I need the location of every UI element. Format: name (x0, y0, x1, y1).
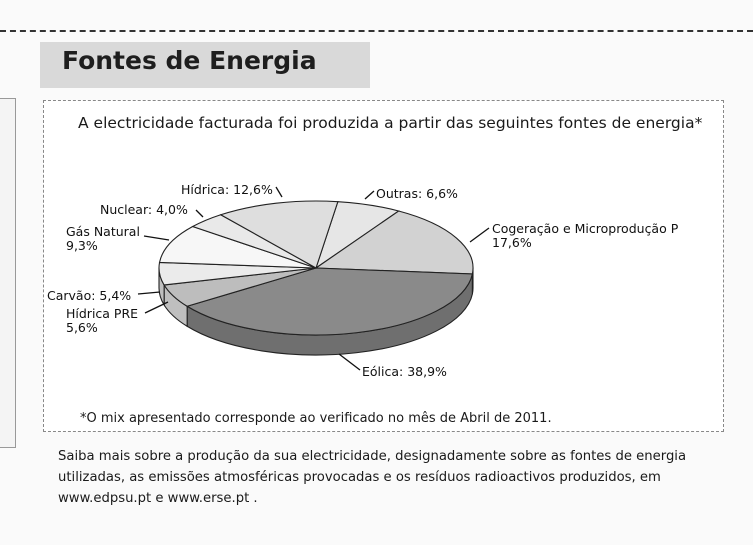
slice-label: Carvão: 5,4% (47, 288, 131, 303)
leader-line (143, 235, 170, 241)
dashed-top-divider (0, 30, 753, 32)
leader-line (338, 353, 361, 371)
chart-title: A electricidade facturada foi produzida … (78, 114, 703, 132)
slice-label: Eólica: 38,9% (362, 364, 447, 379)
leader-line (137, 291, 161, 295)
pie-slice (185, 267, 474, 336)
leader-line (364, 190, 375, 200)
pie-slice (219, 200, 339, 269)
slice-label: Hídrica: 12,6% (181, 182, 273, 197)
info-line: utilizadas, as emissões atmosféricas pro… (58, 470, 661, 485)
info-line: Saiba mais sobre a produção da sua elect… (58, 449, 687, 464)
slice-label: Gás Natural 9,3% (66, 224, 140, 253)
section-title: Fontes de Energia (62, 46, 317, 75)
slice-label: Cogeração e Microprodução P 17,6% (492, 221, 679, 250)
slice-label: Outras: 6,6% (376, 186, 458, 201)
section-header-band (40, 42, 370, 88)
slice-label: Nuclear: 4,0% (100, 202, 188, 217)
leader-line (144, 301, 169, 314)
info-paragraph: Saiba mais sobre a produção da sua elect… (58, 446, 704, 509)
leader-line (275, 186, 283, 198)
info-line: www.edpsu.pt e www.erse.pt . (58, 491, 258, 506)
left-edge-frame (0, 98, 16, 448)
slice-label: Hídrica PRE 5,6% (66, 306, 138, 335)
pie-slice (314, 210, 474, 275)
leader-line (195, 209, 204, 218)
chart-card (43, 100, 724, 432)
chart-footnote: *O mix apresentado corresponde ao verifi… (80, 411, 552, 426)
pie-slice (158, 225, 317, 269)
leader-line (469, 227, 490, 243)
